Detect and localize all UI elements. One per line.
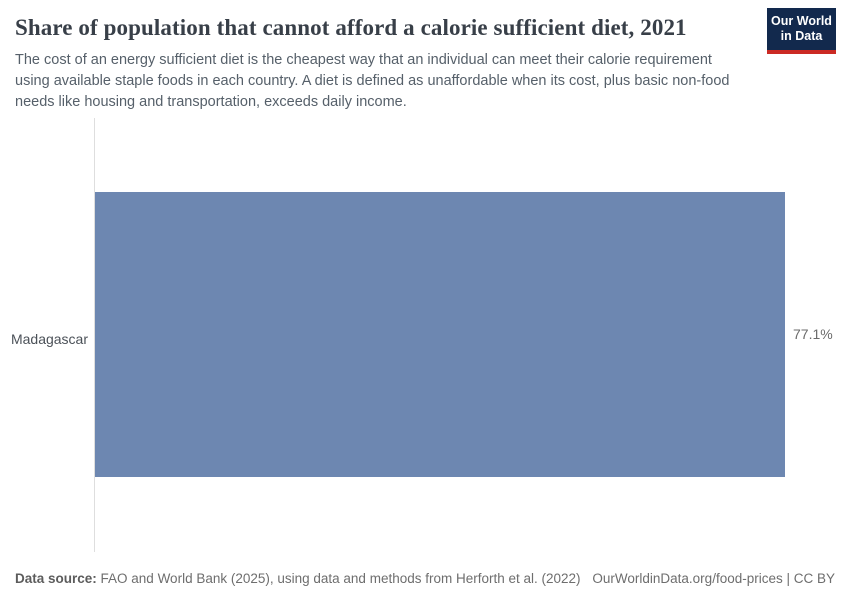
data-source-note: Data source: FAO and World Bank (2025), … — [15, 571, 581, 586]
chart-footer: Data source: FAO and World Bank (2025), … — [15, 571, 835, 586]
value-label-madagascar: 77.1% — [793, 326, 833, 342]
data-source-text: FAO and World Bank (2025), using data an… — [96, 571, 581, 586]
owid-logo-line2: in Data — [780, 29, 823, 44]
y-axis-line — [93, 118, 95, 552]
chart-title: Share of population that cannot afford a… — [15, 15, 687, 40]
chart-header: Share of population that cannot afford a… — [15, 8, 836, 112]
owid-logo-line1: Our World — [771, 14, 832, 28]
data-source-label: Data source: — [15, 571, 97, 586]
attribution-link[interactable]: OurWorldinData.org/food-prices | CC BY — [592, 571, 835, 586]
plot-area — [95, 192, 785, 477]
bar-chart: Madagascar 77.1% — [0, 118, 850, 552]
owid-logo[interactable]: Our World in Data — [767, 8, 836, 54]
bar-madagascar[interactable] — [95, 192, 785, 477]
chart-subtitle: The cost of an energy sufficient diet is… — [15, 52, 730, 110]
entity-label-madagascar: Madagascar — [10, 331, 88, 347]
